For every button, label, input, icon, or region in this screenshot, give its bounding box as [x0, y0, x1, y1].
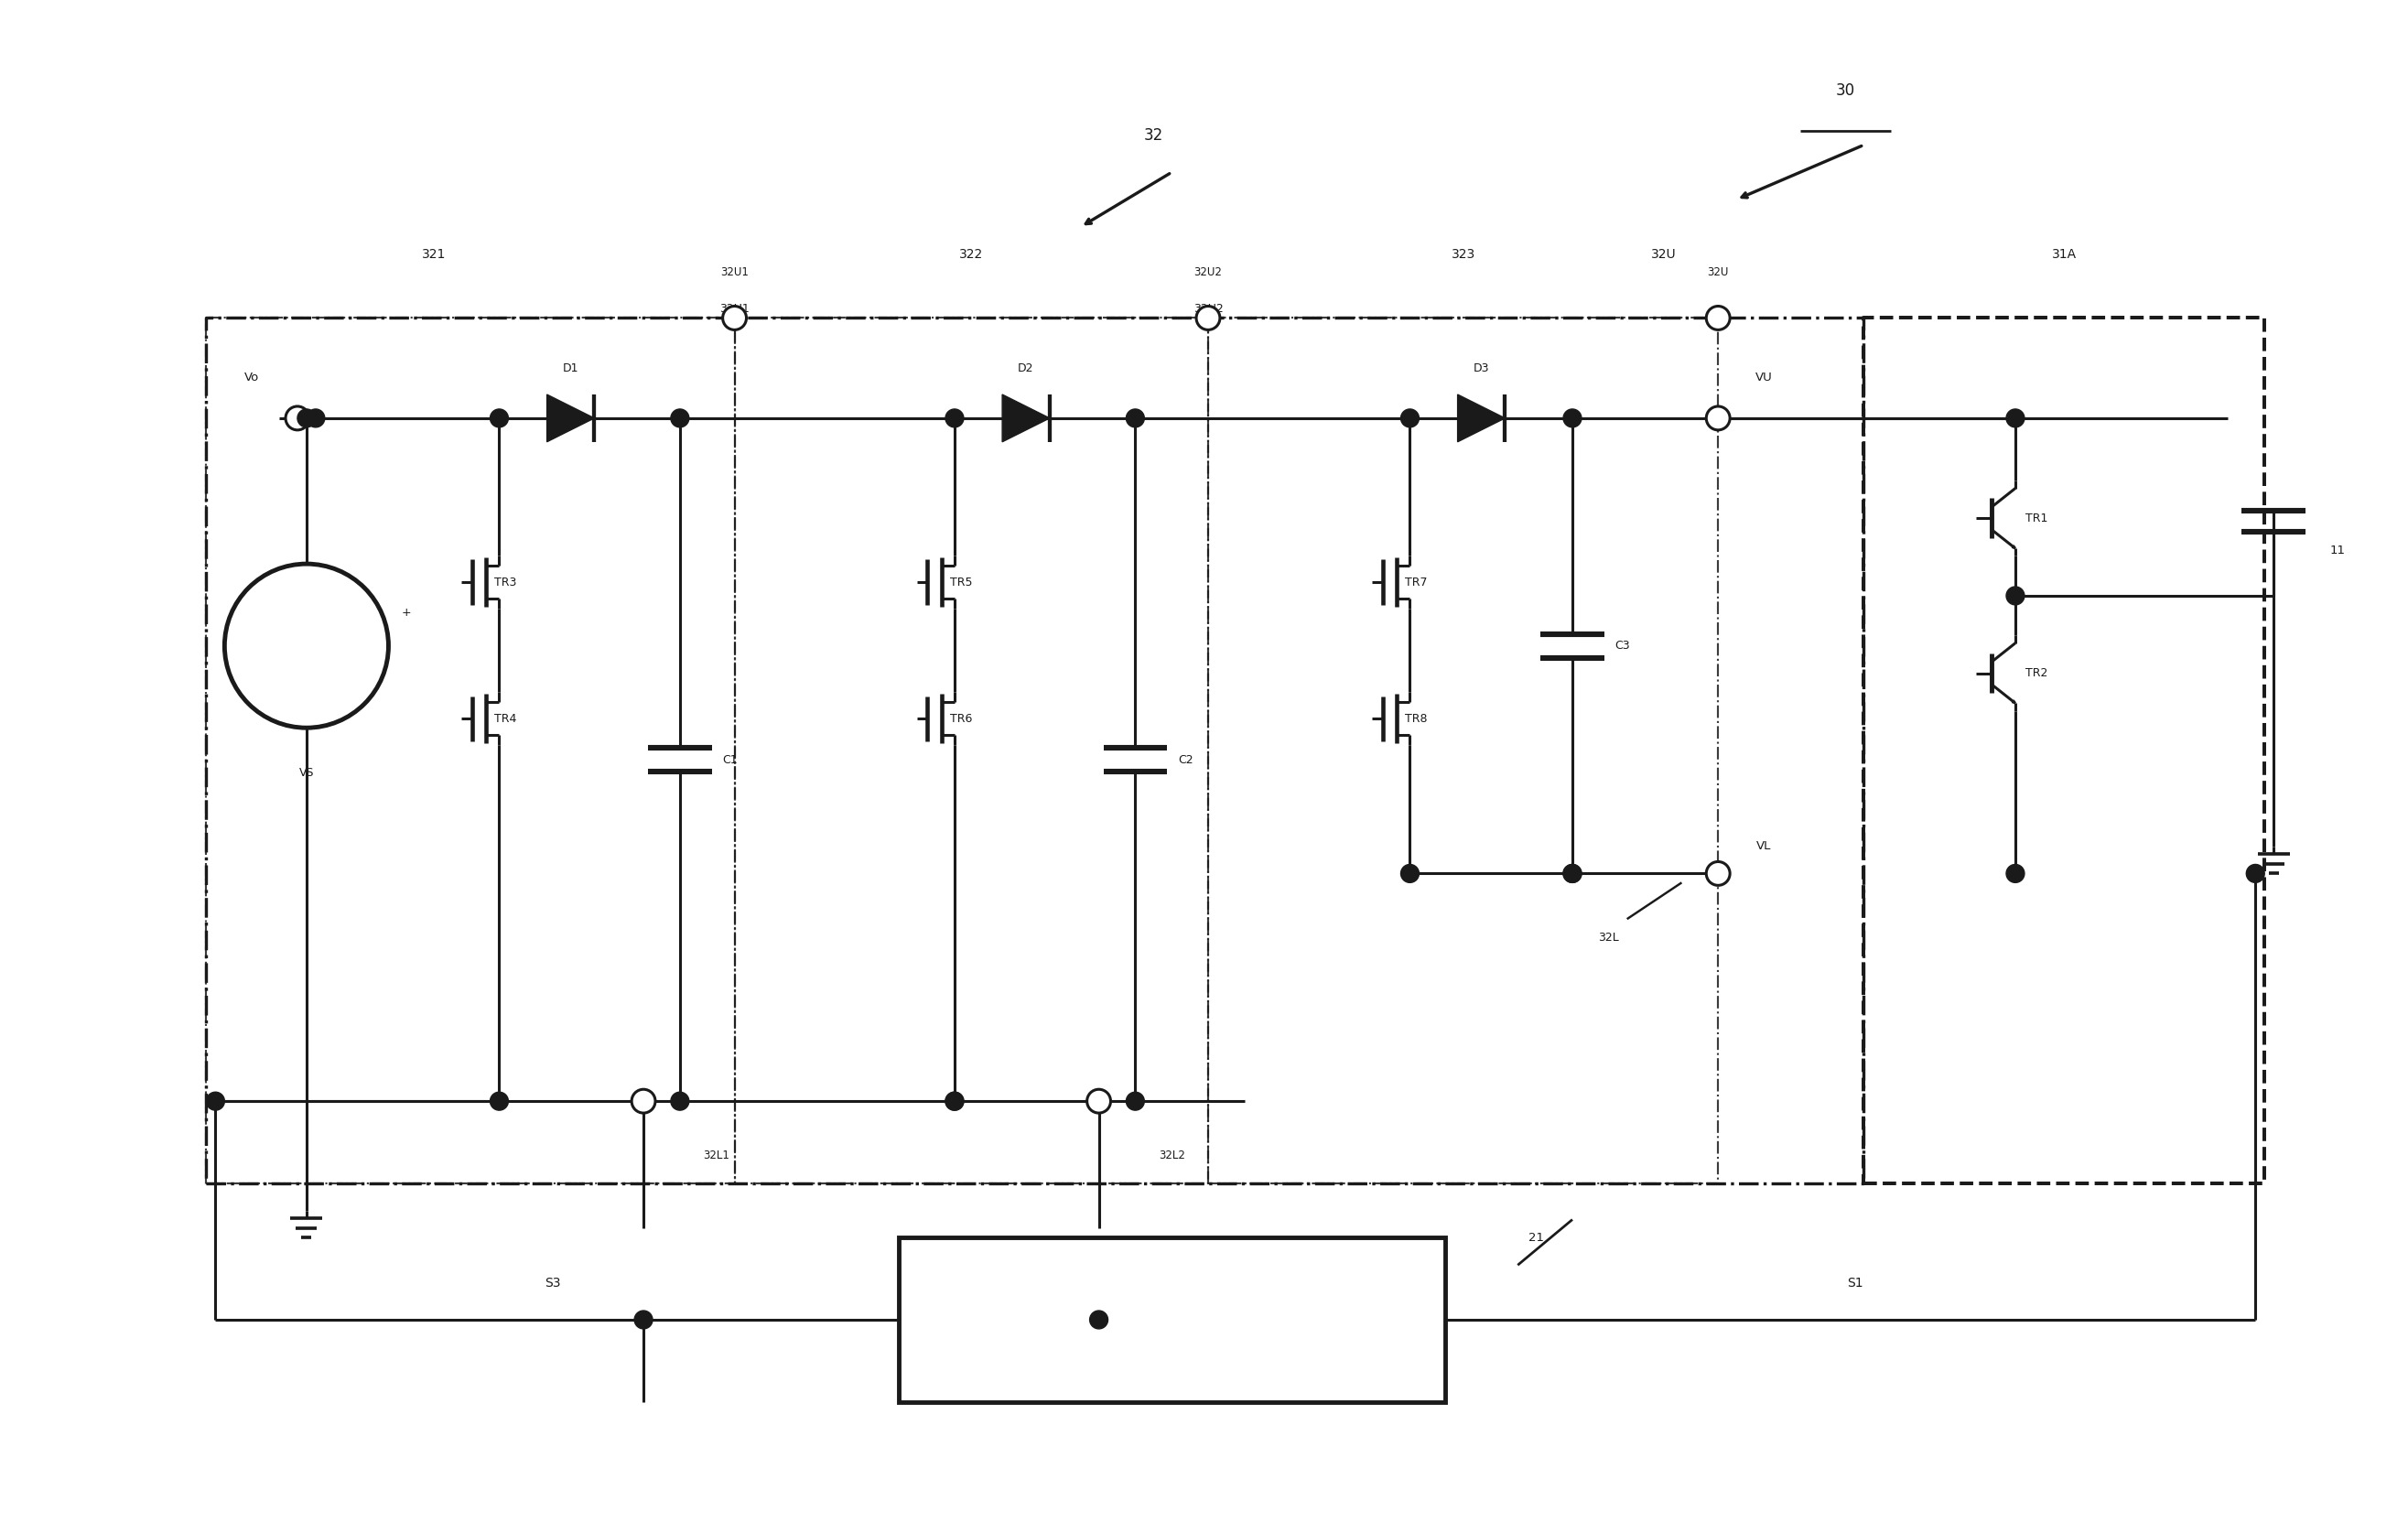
Text: Vo: Vo — [246, 371, 260, 383]
Text: +: + — [402, 607, 412, 619]
Text: TR5: TR5 — [949, 576, 973, 589]
Text: CPU: CPU — [1156, 1312, 1187, 1328]
Circle shape — [946, 1091, 963, 1110]
Circle shape — [946, 1091, 963, 1110]
Text: 21: 21 — [1529, 1233, 1544, 1243]
Polygon shape — [1457, 394, 1505, 442]
Circle shape — [633, 1311, 653, 1329]
Text: D2: D2 — [1019, 362, 1033, 374]
Circle shape — [2006, 587, 2025, 606]
Text: 32U2: 32U2 — [1192, 304, 1223, 314]
Text: TR6: TR6 — [949, 713, 973, 725]
Circle shape — [631, 1090, 655, 1113]
Text: V: V — [301, 639, 311, 653]
Circle shape — [1707, 862, 1729, 886]
Text: TR8: TR8 — [1406, 713, 1428, 725]
Text: 11: 11 — [2329, 544, 2345, 556]
Text: 322: 322 — [958, 248, 982, 261]
Circle shape — [1127, 1091, 1144, 1110]
Text: 32L2: 32L2 — [1158, 1150, 1185, 1162]
Circle shape — [1086, 1090, 1110, 1113]
Text: VL: VL — [1755, 840, 1772, 852]
Text: D1: D1 — [563, 362, 578, 374]
Text: C3: C3 — [1616, 639, 1630, 652]
Circle shape — [287, 406, 308, 431]
Circle shape — [672, 1091, 689, 1110]
Text: 32: 32 — [1144, 127, 1163, 144]
Circle shape — [722, 307, 746, 330]
Circle shape — [1091, 1311, 1108, 1329]
Text: C1: C1 — [722, 754, 737, 765]
Polygon shape — [547, 394, 595, 442]
Text: 31A: 31A — [2052, 248, 2076, 261]
Text: 32U: 32U — [1652, 248, 1676, 261]
Text: 30: 30 — [1835, 83, 1854, 98]
Circle shape — [1563, 865, 1582, 883]
Circle shape — [299, 409, 315, 428]
Circle shape — [224, 564, 388, 728]
Text: D3: D3 — [1474, 362, 1488, 374]
Circle shape — [1707, 406, 1729, 431]
Circle shape — [1401, 409, 1418, 428]
Polygon shape — [2013, 546, 2015, 549]
Circle shape — [306, 409, 325, 428]
Polygon shape — [1002, 394, 1050, 442]
Text: TR4: TR4 — [494, 713, 518, 725]
Text: VU: VU — [1755, 371, 1772, 383]
Circle shape — [1563, 865, 1582, 883]
Circle shape — [2247, 865, 2264, 883]
Circle shape — [207, 1091, 224, 1110]
Polygon shape — [2013, 701, 2015, 704]
Circle shape — [946, 409, 963, 428]
Text: 32U: 32U — [1707, 267, 1729, 279]
Text: S3: S3 — [544, 1277, 561, 1289]
Text: TR3: TR3 — [494, 576, 518, 589]
FancyBboxPatch shape — [898, 1237, 1445, 1401]
Circle shape — [1563, 409, 1582, 428]
Circle shape — [491, 409, 508, 428]
Text: 32U2: 32U2 — [1194, 267, 1223, 279]
Text: TR1: TR1 — [2025, 512, 2047, 524]
Text: VS: VS — [299, 768, 313, 779]
Circle shape — [2006, 865, 2025, 883]
Circle shape — [672, 409, 689, 428]
Text: TR7: TR7 — [1406, 576, 1428, 589]
Text: S1: S1 — [1847, 1277, 1864, 1289]
Text: TR2: TR2 — [2025, 667, 2047, 679]
Text: 32L1: 32L1 — [703, 1150, 730, 1162]
Circle shape — [1707, 307, 1729, 330]
Circle shape — [2006, 409, 2025, 428]
Text: 32L: 32L — [1599, 932, 1618, 943]
Text: C2: C2 — [1178, 754, 1192, 765]
Text: 32U1: 32U1 — [720, 267, 749, 279]
Text: 321: 321 — [421, 248, 445, 261]
Text: 32U1: 32U1 — [720, 304, 749, 314]
Circle shape — [1401, 865, 1418, 883]
Circle shape — [1127, 409, 1144, 428]
Circle shape — [491, 1091, 508, 1110]
Text: 323: 323 — [1452, 248, 1476, 261]
Circle shape — [1197, 307, 1221, 330]
